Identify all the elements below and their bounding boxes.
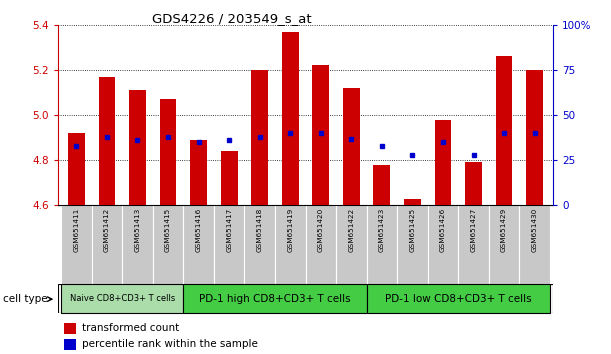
Text: Naive CD8+CD3+ T cells: Naive CD8+CD3+ T cells [70,294,175,303]
Bar [496,56,513,205]
Bar [489,205,519,285]
Text: GSM651415: GSM651415 [165,208,171,252]
Text: transformed count: transformed count [82,323,179,333]
Text: percentile rank within the sample: percentile rank within the sample [82,339,258,349]
Bar [64,322,76,334]
Bar [306,205,336,285]
Bar [61,284,183,313]
Bar [190,140,207,205]
Bar [122,205,153,285]
Text: GDS4226 / 203549_s_at: GDS4226 / 203549_s_at [152,12,312,25]
Bar [275,205,306,285]
Bar [519,205,550,285]
Bar [221,151,238,205]
Text: GSM651422: GSM651422 [348,208,354,252]
Bar [465,162,482,205]
Bar [397,205,428,285]
Bar [282,32,299,205]
Text: GSM651413: GSM651413 [134,208,141,252]
Text: cell type: cell type [3,294,48,304]
Bar [68,133,85,205]
Text: GSM651416: GSM651416 [196,208,202,252]
Bar [183,205,214,285]
Bar [214,205,244,285]
Bar [129,90,146,205]
Bar [64,338,76,350]
Bar [526,70,543,205]
Bar [159,99,177,205]
Bar [98,77,115,205]
Text: GSM651427: GSM651427 [470,208,477,252]
Bar [92,205,122,285]
Bar [183,284,367,313]
Text: GSM651430: GSM651430 [532,208,538,252]
Text: PD-1 high CD8+CD3+ T cells: PD-1 high CD8+CD3+ T cells [199,294,351,304]
Bar [312,65,329,205]
Bar [367,284,550,313]
Text: GSM651426: GSM651426 [440,208,446,252]
Text: GSM651412: GSM651412 [104,208,110,252]
Bar [373,165,390,205]
Bar [458,205,489,285]
Bar [434,120,452,205]
Bar [251,70,268,205]
Text: GSM651425: GSM651425 [409,208,415,252]
Bar [367,205,397,285]
Text: GSM651419: GSM651419 [287,208,293,252]
Text: GSM651429: GSM651429 [501,208,507,252]
Text: GSM651420: GSM651420 [318,208,324,252]
Bar [428,205,458,285]
Text: GSM651411: GSM651411 [73,208,79,252]
Bar [244,205,275,285]
Bar [404,199,421,205]
Text: GSM651418: GSM651418 [257,208,263,252]
Text: PD-1 low CD8+CD3+ T cells: PD-1 low CD8+CD3+ T cells [385,294,532,304]
Bar [343,88,360,205]
Bar [153,205,183,285]
Text: GSM651417: GSM651417 [226,208,232,252]
Bar [336,205,367,285]
Text: GSM651423: GSM651423 [379,208,385,252]
Bar [61,205,92,285]
